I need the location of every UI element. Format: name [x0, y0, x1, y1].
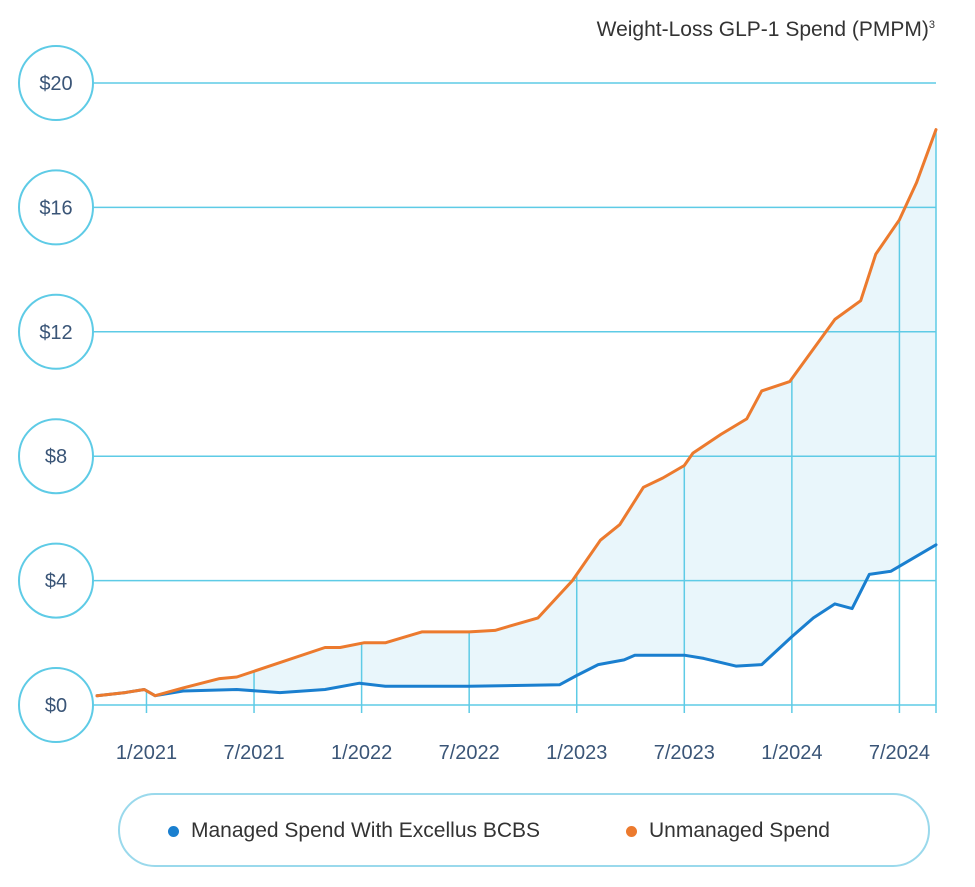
- series-line-unmanaged: [95, 128, 938, 698]
- legend-item-unmanaged: Unmanaged Spend: [626, 819, 830, 843]
- x-tick-label: 7/2023: [654, 742, 715, 764]
- x-tick-label: 1/2024: [761, 742, 822, 764]
- y-tick-circle: [18, 667, 94, 743]
- y-tick-label: $0: [45, 695, 67, 717]
- series-lines: [95, 128, 938, 698]
- y-tick-label: $20: [39, 73, 72, 95]
- x-tick-label: 1/2021: [116, 742, 177, 764]
- y-tick-circle: [18, 293, 94, 370]
- x-tick-label: 1/2022: [331, 742, 392, 764]
- x-tick-label: 7/2024: [869, 742, 930, 764]
- legend: Managed Spend With Excellus BCBS Unmanag…: [118, 793, 930, 867]
- chart-title: Weight-Loss GLP-1 Spend (PMPM)3: [596, 18, 935, 41]
- x-tick-label: 7/2022: [439, 742, 500, 764]
- y-tick-label: $16: [39, 197, 72, 219]
- legend-swatch-unmanaged: [626, 825, 637, 837]
- y-tick-label: $4: [45, 571, 67, 593]
- legend-label-unmanaged: Unmanaged Spend: [649, 819, 830, 842]
- y-tick-circle: [18, 542, 94, 619]
- gap-fill: [97, 129, 936, 696]
- x-tick-label: 1/2023: [546, 742, 607, 764]
- y-axis-ticks: $0 $4 $8 $12 $16 $20: [18, 45, 94, 743]
- gap-fill-area: [97, 129, 936, 696]
- y-tick-circle: [18, 418, 94, 495]
- y-tick-label: $8: [45, 446, 67, 468]
- y-tick-circle: [18, 45, 94, 121]
- y-tick-circle: [18, 169, 94, 246]
- x-tick-label: 7/2021: [223, 742, 284, 764]
- series-line-managed: [95, 543, 938, 698]
- legend-label-managed: Managed Spend With Excellus BCBS: [191, 819, 541, 842]
- legend-item-managed: Managed Spend With Excellus BCBS: [168, 819, 540, 843]
- y-tick-label: $12: [39, 322, 72, 344]
- x-axis-ticks: 1/2021 7/2021 1/2022 7/2022 1/2023 7/2023 1/20…: [116, 705, 930, 764]
- legend-swatch-managed: [168, 825, 179, 837]
- gridlines: [88, 82, 937, 713]
